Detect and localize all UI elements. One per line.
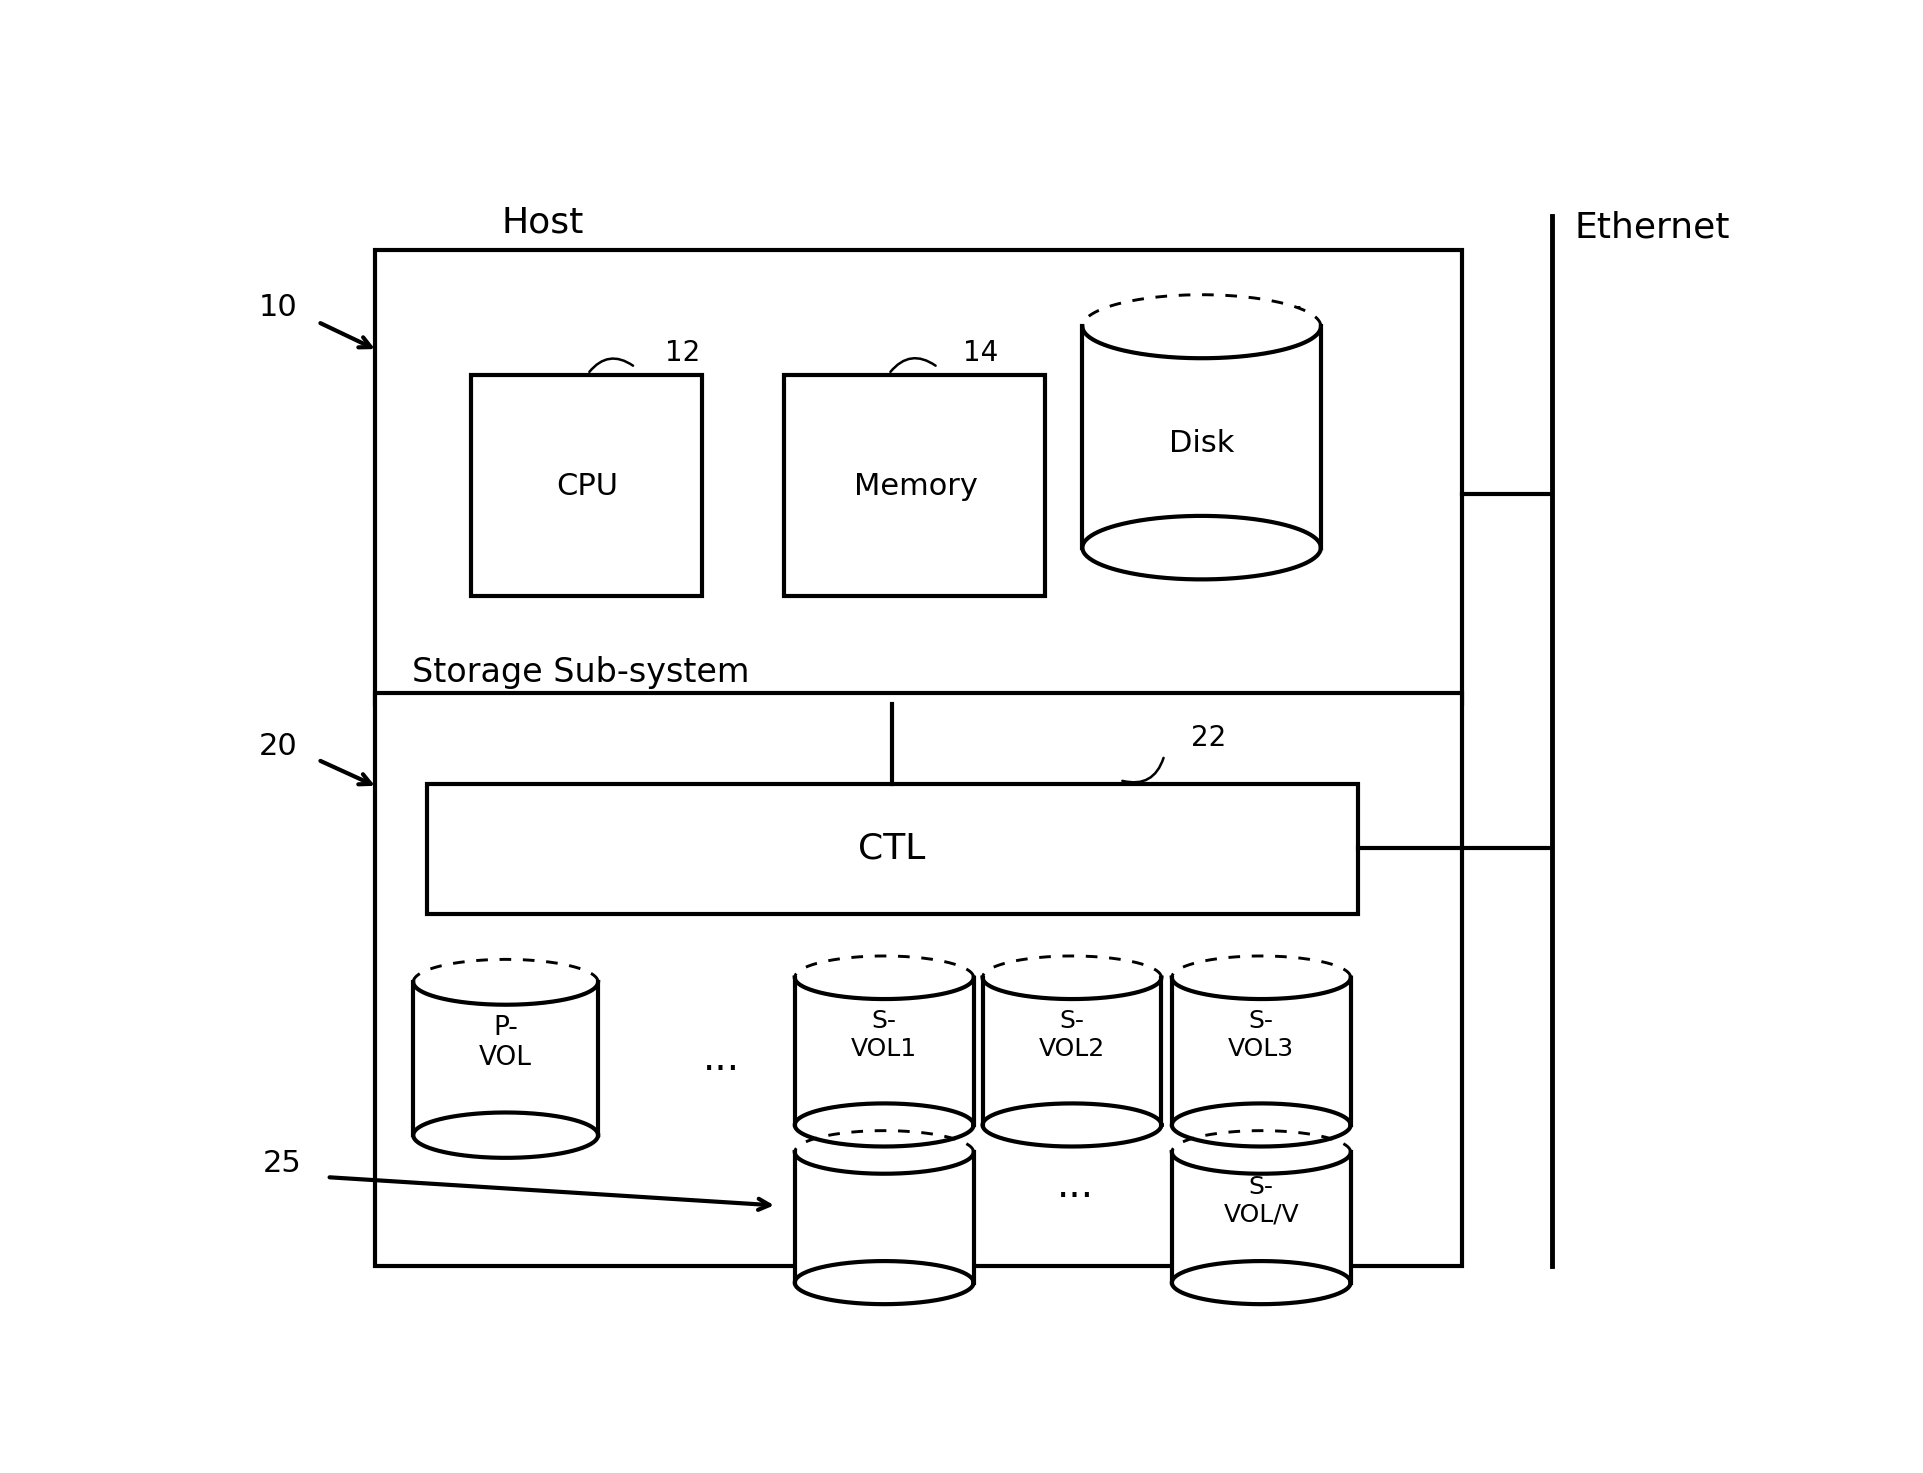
Polygon shape: [1171, 1261, 1350, 1304]
Text: 12: 12: [665, 339, 700, 367]
Polygon shape: [1171, 956, 1350, 999]
Polygon shape: [413, 959, 598, 1005]
Text: CPU: CPU: [556, 471, 619, 501]
Text: 25: 25: [263, 1149, 302, 1178]
Polygon shape: [794, 1261, 973, 1304]
Polygon shape: [1171, 1103, 1350, 1146]
Text: Ethernet: Ethernet: [1575, 211, 1729, 245]
Text: Memory: Memory: [854, 471, 977, 501]
Polygon shape: [794, 1103, 973, 1146]
Polygon shape: [983, 1103, 1161, 1146]
Polygon shape: [794, 1131, 973, 1174]
Polygon shape: [794, 956, 973, 999]
Text: 10: 10: [258, 293, 296, 321]
Polygon shape: [1171, 1131, 1350, 1174]
Polygon shape: [1083, 295, 1321, 358]
Polygon shape: [1083, 516, 1321, 579]
Text: S-
VOL3: S- VOL3: [1229, 1009, 1294, 1061]
Polygon shape: [983, 978, 1161, 1125]
Polygon shape: [794, 978, 973, 1125]
FancyBboxPatch shape: [785, 376, 1046, 597]
Text: 22: 22: [1190, 725, 1227, 753]
Text: S-
VOL/V: S- VOL/V: [1223, 1175, 1300, 1227]
Text: Disk: Disk: [1169, 429, 1235, 458]
Text: ...: ...: [704, 1040, 740, 1078]
Text: S-
VOL1: S- VOL1: [852, 1009, 917, 1061]
Text: Storage Sub-system: Storage Sub-system: [412, 657, 750, 689]
Polygon shape: [1171, 978, 1350, 1125]
FancyBboxPatch shape: [375, 692, 1463, 1265]
Polygon shape: [413, 1112, 598, 1158]
Text: P-
VOL: P- VOL: [479, 1015, 533, 1071]
Polygon shape: [794, 1152, 973, 1283]
Text: CTL: CTL: [858, 831, 925, 865]
FancyBboxPatch shape: [427, 784, 1358, 913]
Polygon shape: [983, 956, 1161, 999]
Text: S-
VOL2: S- VOL2: [1038, 1009, 1106, 1061]
Text: 14: 14: [963, 339, 998, 367]
Text: 20: 20: [258, 732, 296, 760]
Polygon shape: [1083, 327, 1321, 548]
Polygon shape: [413, 982, 598, 1136]
Text: Host: Host: [502, 205, 583, 239]
Text: ...: ...: [1056, 1167, 1094, 1205]
FancyBboxPatch shape: [471, 376, 702, 597]
FancyBboxPatch shape: [375, 250, 1463, 704]
Polygon shape: [1171, 1152, 1350, 1283]
Text: 15: 15: [1269, 305, 1304, 333]
